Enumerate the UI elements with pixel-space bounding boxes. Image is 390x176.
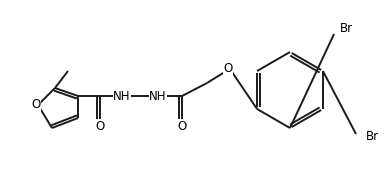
Text: O: O [31, 99, 41, 112]
Text: Br: Br [365, 130, 379, 143]
Text: NH: NH [113, 90, 131, 102]
Text: O: O [177, 120, 187, 133]
Text: NH: NH [149, 90, 167, 102]
Text: Br: Br [339, 21, 353, 34]
Text: O: O [223, 62, 232, 76]
Text: O: O [96, 120, 105, 133]
